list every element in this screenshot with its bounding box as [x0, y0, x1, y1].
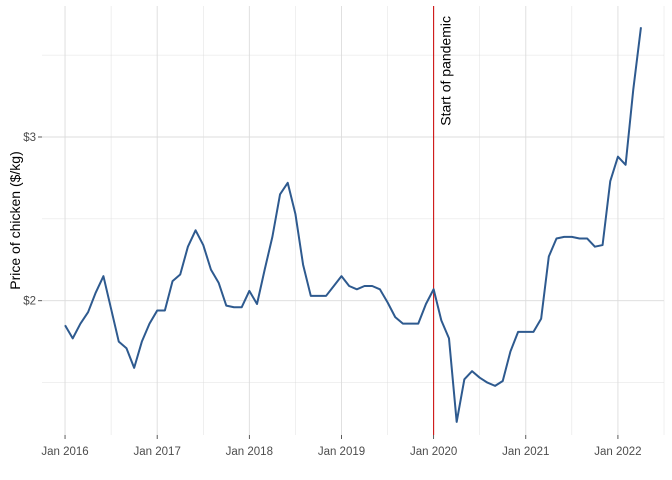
y-tick-label: $2: [23, 296, 36, 308]
pandemic-annotation-label: Start of pandemic: [438, 16, 454, 126]
x-axis-ticks: Jan 2016 Jan 2017 Jan 2018 Jan 2019 Jan 2020…: [41, 435, 642, 458]
x-tick-label: Jan 2022: [594, 446, 641, 458]
chicken-price-line: [64, 27, 642, 423]
plot-panel: [42, 6, 664, 435]
y-axis-ticks: $2 $3: [23, 132, 42, 308]
x-tick-label: Jan 2018: [226, 446, 273, 458]
x-tick-label: Jan 2021: [502, 446, 549, 458]
x-tick-label: Jan 2020: [410, 446, 457, 458]
x-tick-label: Jan 2017: [134, 446, 181, 458]
y-tick-label: $3: [23, 132, 36, 144]
gridlines: [42, 6, 665, 435]
y-axis-title: Price of chicken ($/kg): [7, 151, 23, 290]
annotation-layer: Start of pandemic: [433, 6, 454, 435]
x-tick-label: Jan 2016: [41, 446, 88, 458]
data-points: [65, 27, 641, 422]
x-tick-label: Jan 2019: [318, 446, 365, 458]
